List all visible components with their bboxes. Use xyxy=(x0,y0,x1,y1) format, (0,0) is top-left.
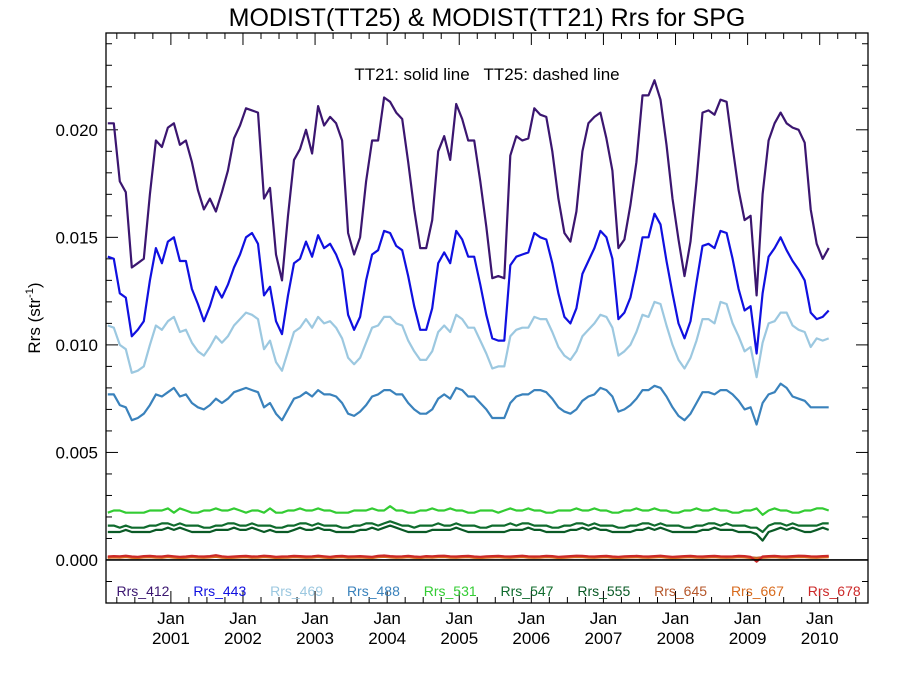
x-tick-label-year: 2008 xyxy=(657,629,695,648)
legend-item-rrs-412: Rrs_412 xyxy=(117,583,170,599)
series-line-rrs-443 xyxy=(107,212,830,355)
x-tick-label-month: Jan xyxy=(806,609,833,628)
x-tick-label-month: Jan xyxy=(373,609,400,628)
series-line-rrs-547 xyxy=(107,520,829,534)
y-axis-label: Rrs (str-1) xyxy=(24,282,44,353)
y-tick-label: 0.020 xyxy=(55,121,98,140)
series-line-rrs-555 xyxy=(107,524,830,542)
legend-item-rrs-555: Rrs_555 xyxy=(577,583,630,599)
series-line-rrs-412 xyxy=(107,79,830,297)
y-axis-label-close: ) xyxy=(25,282,44,288)
chart-annotation: TT21: solid line TT25: dashed line xyxy=(354,65,619,84)
x-tick-label-month: Jan xyxy=(662,609,689,628)
x-tick-label-month: Jan xyxy=(446,609,473,628)
chart-title: MODIST(TT25) & MODIST(TT21) Rrs for SPG xyxy=(229,4,746,32)
x-tick-label-year: 2010 xyxy=(801,629,839,648)
x-tick-label-month: Jan xyxy=(590,609,617,628)
x-tick-label-month: Jan xyxy=(157,609,184,628)
plot-frame xyxy=(105,32,869,604)
x-tick-label-year: 2009 xyxy=(729,629,767,648)
legend-item-rrs-443: Rrs_443 xyxy=(193,583,246,599)
legend-item-rrs-488: Rrs_488 xyxy=(347,583,400,599)
x-tick-label-year: 2002 xyxy=(224,629,262,648)
y-tick-label: 0.010 xyxy=(55,336,98,355)
legend-item-rrs-645: Rrs_645 xyxy=(654,583,707,599)
y-axis-label-main: Rrs (str xyxy=(25,298,44,354)
series-line-rrs-678 xyxy=(107,554,829,563)
y-tick-label: 0.000 xyxy=(55,551,98,570)
legend-item-rrs-547: Rrs_547 xyxy=(501,583,554,599)
x-tick-label-year: 2006 xyxy=(512,629,550,648)
series-line-rrs-488 xyxy=(107,382,829,426)
x-tick-label-month: Jan xyxy=(734,609,761,628)
y-tick-label: 0.005 xyxy=(55,443,98,462)
x-tick-label-year: 2007 xyxy=(585,629,623,648)
series-line-rrs-469 xyxy=(107,300,830,379)
y-tick-label: 0.015 xyxy=(55,228,98,247)
legend-item-rrs-531: Rrs_531 xyxy=(424,583,477,599)
legend-item-rrs-678: Rrs_678 xyxy=(808,583,861,599)
series-layer xyxy=(106,79,868,563)
x-tick-label-year: 2005 xyxy=(440,629,478,648)
series-line-rrs-531 xyxy=(107,505,830,516)
y-axis-label-sup: -1 xyxy=(24,288,36,298)
x-tick-label-year: 2003 xyxy=(296,629,334,648)
axis-layer: 0.0000.0050.0100.0150.020Jan2001Jan2002J… xyxy=(55,33,868,648)
x-tick-label-year: 2004 xyxy=(368,629,406,648)
legend-item-rrs-469: Rrs_469 xyxy=(270,583,323,599)
series-line-rrs-667 xyxy=(107,555,829,560)
x-tick-label-month: Jan xyxy=(229,609,256,628)
legend-item-rrs-667: Rrs_667 xyxy=(731,583,784,599)
x-tick-label-year: 2001 xyxy=(152,629,190,648)
x-tick-label-month: Jan xyxy=(301,609,328,628)
x-tick-label-month: Jan xyxy=(518,609,545,628)
legend: Rrs_412 Rrs_443 Rrs_469 Rrs_488 Rrs_531 Rrs_5… xyxy=(117,583,861,599)
